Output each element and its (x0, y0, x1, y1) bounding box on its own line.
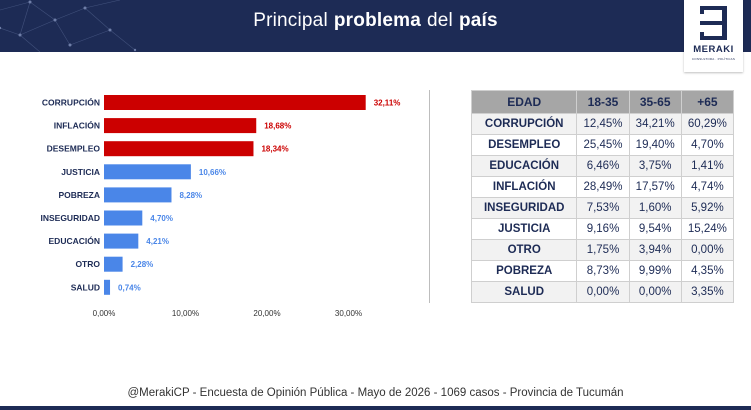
table-header-row: EDAD 18-35 35-65 +65 (470, 90, 735, 114)
header-banner: Principal problema del país (0, 0, 751, 52)
cell-value: 4,70% (680, 134, 735, 156)
data-label: 2,28% (131, 260, 154, 269)
cell-value: 34,21% (628, 113, 682, 135)
cell-value: 8,73% (576, 260, 630, 282)
cell-value: 6,46% (576, 155, 630, 177)
cell-value: 15,24% (680, 218, 735, 240)
row-label: INSEGURIDAD (470, 197, 578, 219)
bar (104, 210, 143, 226)
cell-value: 0,00% (680, 239, 735, 261)
meraki-logo: MERAKI CONSULTORA · POLÍTICAS (684, 0, 743, 72)
cell-value: 9,16% (576, 218, 630, 240)
x-tick-label: 10,00% (172, 309, 199, 318)
cell-value: 9,54% (628, 218, 682, 240)
data-label: 10,66% (199, 168, 226, 177)
row-label: INFLACIÓN (470, 176, 578, 198)
table-header-cell: 35-65 (628, 90, 682, 114)
table-row: JUSTICIA 9,16% 9,54% 15,24% (470, 218, 735, 240)
cell-value: 60,29% (680, 113, 735, 135)
category-label: JUSTICIA (61, 167, 100, 177)
title-part-1: Principal (253, 10, 328, 31)
bar (104, 164, 191, 180)
cell-value: 1,60% (628, 197, 682, 219)
table-body: CORRUPCIÓN 12,45% 34,21% 60,29% DESEMPLEO 25,… (470, 113, 735, 303)
cell-value: 4,35% (680, 260, 735, 282)
x-tick-label: 30,00% (335, 309, 362, 318)
data-label: 4,70% (150, 214, 173, 223)
row-label: JUSTICIA (470, 218, 578, 240)
data-label: 18,68% (264, 122, 291, 131)
cell-value: 3,35% (680, 281, 735, 303)
cell-value: 25,45% (576, 134, 630, 156)
cell-value: 3,94% (628, 239, 682, 261)
data-label: 4,21% (146, 237, 169, 246)
age-breakdown-table: EDAD 18-35 35-65 +65 CORRUPCIÓN 12,45% 34,… (470, 90, 735, 303)
table-header-cell: EDAD (470, 90, 578, 114)
x-tick-label: 0,00% (93, 309, 116, 318)
cell-value: 1,75% (576, 239, 630, 261)
network-decoration (0, 0, 137, 52)
table-header-cell: +65 (680, 90, 735, 114)
table-row: DESEMPLEO 25,45% 19,40% 4,70% (470, 134, 735, 156)
category-label: OTRO (75, 259, 100, 269)
page-title: Principal problema del país (0, 0, 751, 42)
cell-value: 0,00% (628, 281, 682, 303)
data-label: 8,28% (179, 191, 202, 200)
row-label: DESEMPLEO (470, 134, 578, 156)
cell-value: 7,53% (576, 197, 630, 219)
title-bold-1: problema (333, 10, 421, 31)
table-row: POBREZA 8,73% 9,99% 4,35% (470, 260, 735, 282)
bar-chart: 0,00% 10,00% 20,00% 30,00% CORRUPCIÓN 32,11% I… (40, 95, 401, 318)
bar (104, 141, 254, 157)
table-row: INSEGURIDAD 7,53% 1,60% 5,92% (470, 197, 735, 219)
cell-value: 5,92% (680, 197, 735, 219)
logo-name: MERAKI (693, 44, 734, 55)
bar (104, 187, 172, 203)
row-label: SALUD (470, 281, 578, 303)
panel-divider (429, 90, 430, 303)
table-header-cell: 18-35 (576, 90, 630, 114)
bar (104, 279, 111, 295)
data-label: 18,34% (261, 145, 288, 154)
cell-value: 17,57% (628, 176, 682, 198)
title-part-2: del (427, 10, 453, 31)
row-label: EDUCACIÓN (470, 155, 578, 177)
cell-value: 28,49% (576, 176, 630, 198)
bottom-bar (0, 406, 751, 410)
x-tick-label: 20,00% (253, 309, 280, 318)
bar (104, 95, 366, 110)
table-row: EDUCACIÓN 6,46% 3,75% 1,41% (470, 155, 735, 177)
meraki-logo-mark (700, 6, 727, 40)
cell-value: 3,75% (628, 155, 682, 177)
footer-source: @MerakiCP - Encuesta de Opinión Pública … (127, 387, 624, 399)
title-bold-2: país (458, 10, 498, 31)
bar (104, 256, 123, 272)
category-label: CORRUPCIÓN (42, 97, 100, 108)
row-label: OTRO (470, 239, 578, 261)
table-row: CORRUPCIÓN 12,45% 34,21% 60,29% (470, 113, 735, 135)
data-label: 0,74% (118, 283, 141, 292)
row-label: POBREZA (470, 260, 578, 282)
category-label: DESEMPLEO (47, 144, 101, 154)
cell-value: 1,41% (680, 155, 735, 177)
category-label: INSEGURIDAD (40, 213, 100, 223)
logo-tagline: CONSULTORA · POLÍTICAS (691, 57, 736, 61)
table-row: INFLACIÓN 28,49% 17,57% 4,74% (470, 176, 735, 198)
cell-value: 0,00% (576, 281, 630, 303)
cell-value: 4,74% (680, 176, 735, 198)
bar (104, 118, 257, 134)
category-label: POBREZA (58, 190, 100, 200)
cell-value: 12,45% (576, 113, 630, 135)
row-label: CORRUPCIÓN (470, 113, 578, 135)
cell-value: 19,40% (628, 134, 682, 156)
cell-value: 9,99% (628, 260, 682, 282)
data-label: 32,11% (374, 99, 401, 108)
table-row: SALUD 0,00% 0,00% 3,35% (470, 281, 735, 303)
category-label: INFLACIÓN (54, 120, 100, 131)
table-row: OTRO 1,75% 3,94% 0,00% (470, 239, 735, 261)
category-label: SALUD (71, 282, 100, 292)
category-label: EDUCACIÓN (49, 235, 100, 246)
bar (104, 233, 139, 249)
